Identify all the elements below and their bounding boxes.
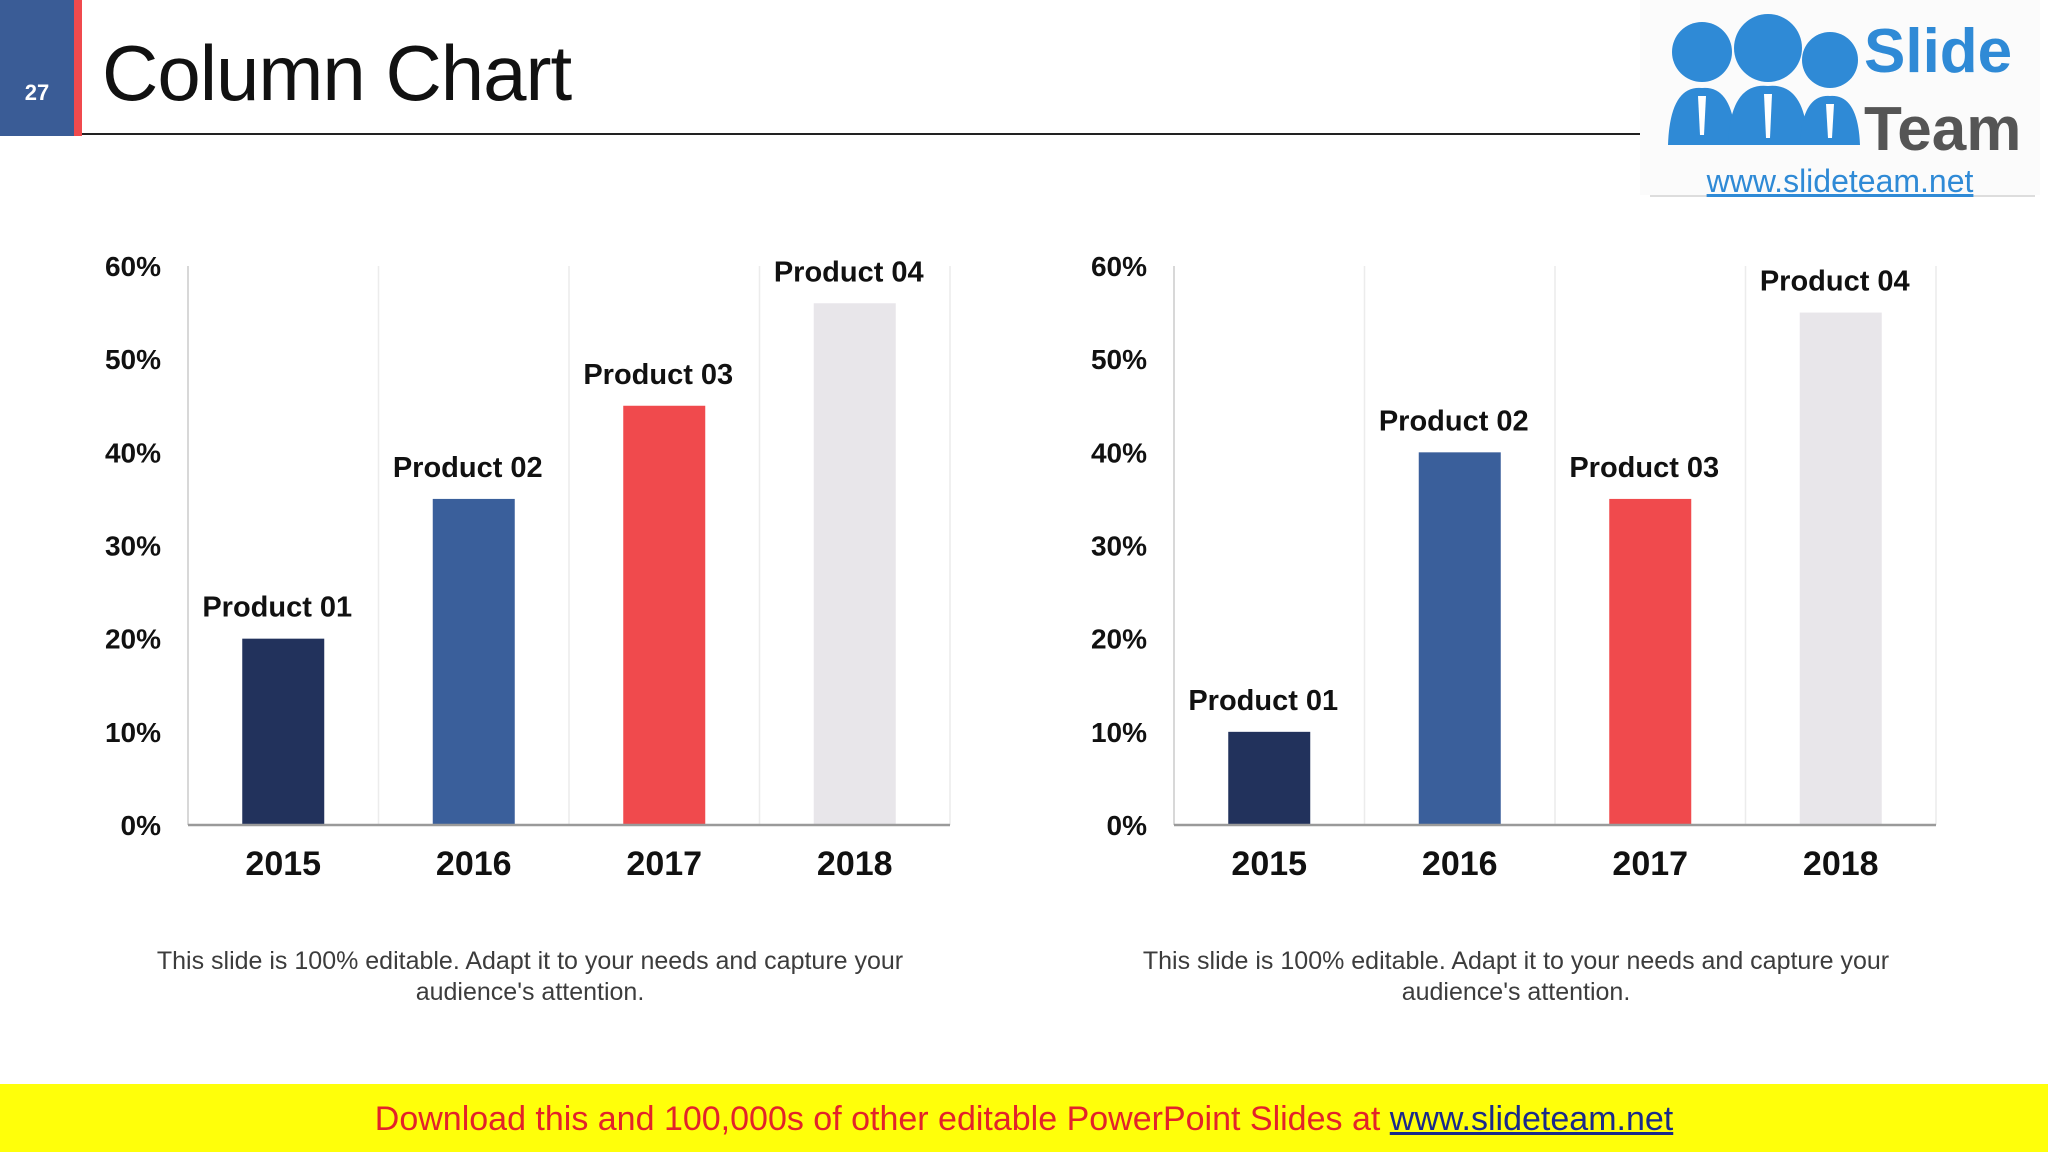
slide-number: 27 xyxy=(24,80,50,105)
y-tick-label: 20% xyxy=(105,624,161,655)
bar xyxy=(1228,731,1311,825)
y-tick-label: 30% xyxy=(105,531,161,562)
y-tick-label: 40% xyxy=(105,437,161,468)
slide-number-box xyxy=(0,0,74,136)
caption-left: This slide is 100% editable. Adapt it to… xyxy=(156,947,904,1006)
data-label: Product 03 xyxy=(583,359,733,391)
y-tick-label: 40% xyxy=(1091,437,1147,468)
title-divider xyxy=(82,133,1642,135)
y-tick-label: 30% xyxy=(1091,531,1147,562)
data-label: Product 04 xyxy=(1760,266,1910,298)
bar xyxy=(1799,312,1882,825)
bar xyxy=(242,638,325,825)
bar xyxy=(623,405,706,825)
column-chart-right: 0% 10% 20% 30% 40% 50% 60% Product 01 2015 Produc… xyxy=(1046,230,2006,910)
data-label: Product 04 xyxy=(774,256,924,288)
logo-word-team: Team xyxy=(1864,95,2021,164)
y-tick-label: 60% xyxy=(105,251,161,282)
chart-svg-left: 0% 10% 20% 30% 40% 50% 60% Product 01 2015 Produc… xyxy=(105,251,951,883)
bar xyxy=(813,303,896,825)
banner-text: Download this and 100,000s of other edit… xyxy=(374,1100,1390,1138)
x-tick-label: 2017 xyxy=(1612,845,1688,883)
x-tick-label: 2015 xyxy=(1231,845,1307,883)
x-tick-label: 2015 xyxy=(245,845,321,883)
data-label: Product 03 xyxy=(1569,452,1719,484)
slide-number-accent xyxy=(74,0,82,136)
bar xyxy=(1609,498,1692,825)
x-tick-label: 2018 xyxy=(1803,845,1879,883)
y-tick-label: 0% xyxy=(1107,810,1148,841)
banner-text-container: Download this and 100,000s of other edit… xyxy=(0,1100,2048,1139)
x-tick-label: 2017 xyxy=(626,845,702,883)
y-tick-label: 60% xyxy=(1091,251,1147,282)
x-tick-label: 2018 xyxy=(817,845,893,883)
y-tick-label: 10% xyxy=(105,717,161,748)
caption-right: This slide is 100% editable. Adapt it to… xyxy=(1142,947,1890,1006)
data-label: Product 01 xyxy=(1188,685,1338,717)
logo-url-link[interactable]: www.slideteam.net xyxy=(1706,163,1974,199)
download-banner: Download this and 100,000s of other edit… xyxy=(0,1084,2048,1152)
page-title: Column Chart xyxy=(102,29,572,117)
y-tick-label: 10% xyxy=(1091,717,1147,748)
y-tick-label: 20% xyxy=(1091,624,1147,655)
x-tick-label: 2016 xyxy=(436,845,512,883)
y-tick-label: 50% xyxy=(1091,344,1147,375)
data-label: Product 02 xyxy=(393,452,543,484)
column-chart-left: 0% 10% 20% 30% 40% 50% 60% Product 01 2015 Produc… xyxy=(60,230,1020,910)
bar xyxy=(1418,452,1501,825)
banner-link[interactable]: www.slideteam.net xyxy=(1389,1100,1674,1138)
y-tick-label: 0% xyxy=(121,810,162,841)
data-label: Product 01 xyxy=(202,592,352,624)
chart-svg-right: 0% 10% 20% 30% 40% 50% 60% Product 01 2015 Produc… xyxy=(1091,251,1937,883)
x-tick-label: 2016 xyxy=(1422,845,1498,883)
people-icon xyxy=(1668,14,1860,145)
y-tick-label: 50% xyxy=(105,344,161,375)
data-label: Product 02 xyxy=(1379,405,1529,437)
slideteam-logo: Slide Team xyxy=(1640,0,2040,197)
bar xyxy=(432,498,515,825)
logo-word-slide: Slide xyxy=(1864,17,2012,86)
